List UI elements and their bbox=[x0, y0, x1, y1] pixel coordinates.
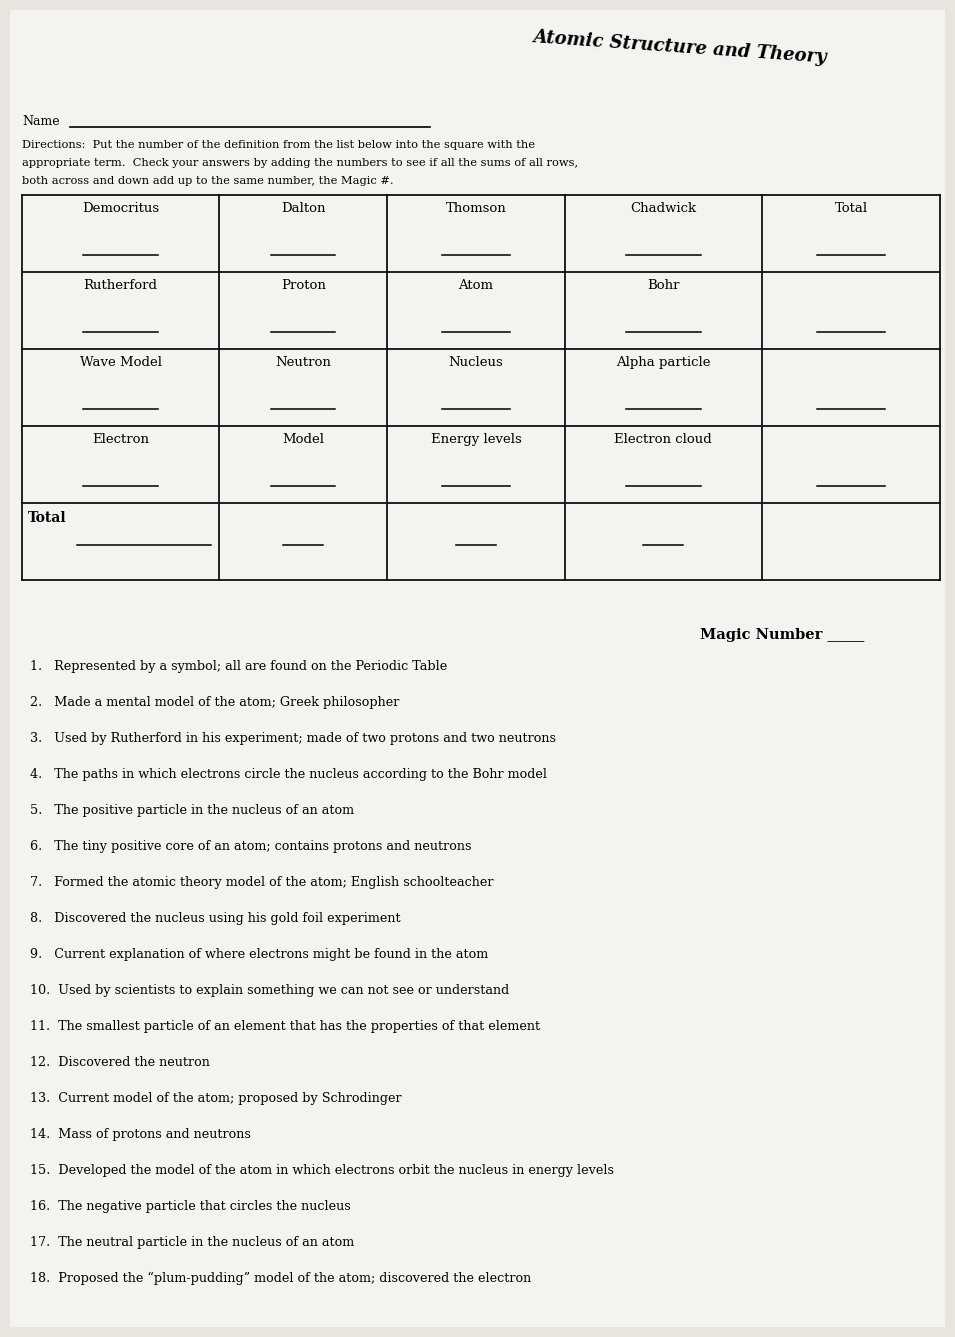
Text: both across and down add up to the same number, the Magic #.: both across and down add up to the same … bbox=[22, 176, 393, 186]
Text: 5.   The positive particle in the nucleus of an atom: 5. The positive particle in the nucleus … bbox=[30, 804, 354, 817]
Text: 18.  Proposed the “plum-pudding” model of the atom; discovered the electron: 18. Proposed the “plum-pudding” model of… bbox=[30, 1271, 531, 1285]
Text: Proton: Proton bbox=[281, 279, 326, 291]
Text: 14.  Mass of protons and neutrons: 14. Mass of protons and neutrons bbox=[30, 1128, 251, 1140]
Text: 13.  Current model of the atom; proposed by Schrodinger: 13. Current model of the atom; proposed … bbox=[30, 1092, 402, 1104]
Text: 2.   Made a mental model of the atom; Greek philosopher: 2. Made a mental model of the atom; Gree… bbox=[30, 697, 399, 709]
Text: Electron: Electron bbox=[93, 433, 149, 447]
Text: 16.  The negative particle that circles the nucleus: 16. The negative particle that circles t… bbox=[30, 1201, 350, 1213]
Text: 15.  Developed the model of the atom in which electrons orbit the nucleus in ene: 15. Developed the model of the atom in w… bbox=[30, 1165, 614, 1177]
Text: Nucleus: Nucleus bbox=[449, 356, 503, 369]
Text: Wave Model: Wave Model bbox=[79, 356, 161, 369]
Text: 9.   Current explanation of where electrons might be found in the atom: 9. Current explanation of where electron… bbox=[30, 948, 488, 961]
Text: 6.   The tiny positive core of an atom; contains protons and neutrons: 6. The tiny positive core of an atom; co… bbox=[30, 840, 472, 853]
Text: Neutron: Neutron bbox=[275, 356, 331, 369]
Text: Thomson: Thomson bbox=[446, 202, 506, 215]
Text: 10.  Used by scientists to explain something we can not see or understand: 10. Used by scientists to explain someth… bbox=[30, 984, 509, 997]
Text: Alpha particle: Alpha particle bbox=[616, 356, 711, 369]
Text: Rutherford: Rutherford bbox=[84, 279, 158, 291]
Text: Democritus: Democritus bbox=[82, 202, 159, 215]
Text: Total: Total bbox=[835, 202, 867, 215]
Text: Magic Number _____: Magic Number _____ bbox=[700, 628, 864, 642]
Text: 1.   Represented by a symbol; all are found on the Periodic Table: 1. Represented by a symbol; all are foun… bbox=[30, 660, 447, 673]
Text: appropriate term.  Check your answers by adding the numbers to see if all the su: appropriate term. Check your answers by … bbox=[22, 158, 578, 168]
Text: Dalton: Dalton bbox=[281, 202, 326, 215]
Text: 8.   Discovered the nucleus using his gold foil experiment: 8. Discovered the nucleus using his gold… bbox=[30, 912, 401, 925]
Text: Electron cloud: Electron cloud bbox=[614, 433, 712, 447]
Text: Model: Model bbox=[283, 433, 325, 447]
Text: Chadwick: Chadwick bbox=[630, 202, 696, 215]
Text: 7.   Formed the atomic theory model of the atom; English schoolteacher: 7. Formed the atomic theory model of the… bbox=[30, 876, 494, 889]
Text: Total: Total bbox=[28, 511, 67, 525]
Text: 12.  Discovered the neutron: 12. Discovered the neutron bbox=[30, 1056, 210, 1070]
Text: Energy levels: Energy levels bbox=[431, 433, 521, 447]
Text: Atomic Structure and Theory: Atomic Structure and Theory bbox=[533, 28, 828, 67]
Text: Name: Name bbox=[22, 115, 59, 128]
Text: 3.   Used by Rutherford in his experiment; made of two protons and two neutrons: 3. Used by Rutherford in his experiment;… bbox=[30, 731, 556, 745]
Text: Bohr: Bohr bbox=[647, 279, 679, 291]
Text: 4.   The paths in which electrons circle the nucleus according to the Bohr model: 4. The paths in which electrons circle t… bbox=[30, 767, 547, 781]
Text: Directions:  Put the number of the definition from the list below into the squar: Directions: Put the number of the defini… bbox=[22, 140, 535, 150]
Text: 11.  The smallest particle of an element that has the properties of that element: 11. The smallest particle of an element … bbox=[30, 1020, 541, 1034]
Text: 17.  The neutral particle in the nucleus of an atom: 17. The neutral particle in the nucleus … bbox=[30, 1235, 354, 1249]
Text: Atom: Atom bbox=[458, 279, 494, 291]
